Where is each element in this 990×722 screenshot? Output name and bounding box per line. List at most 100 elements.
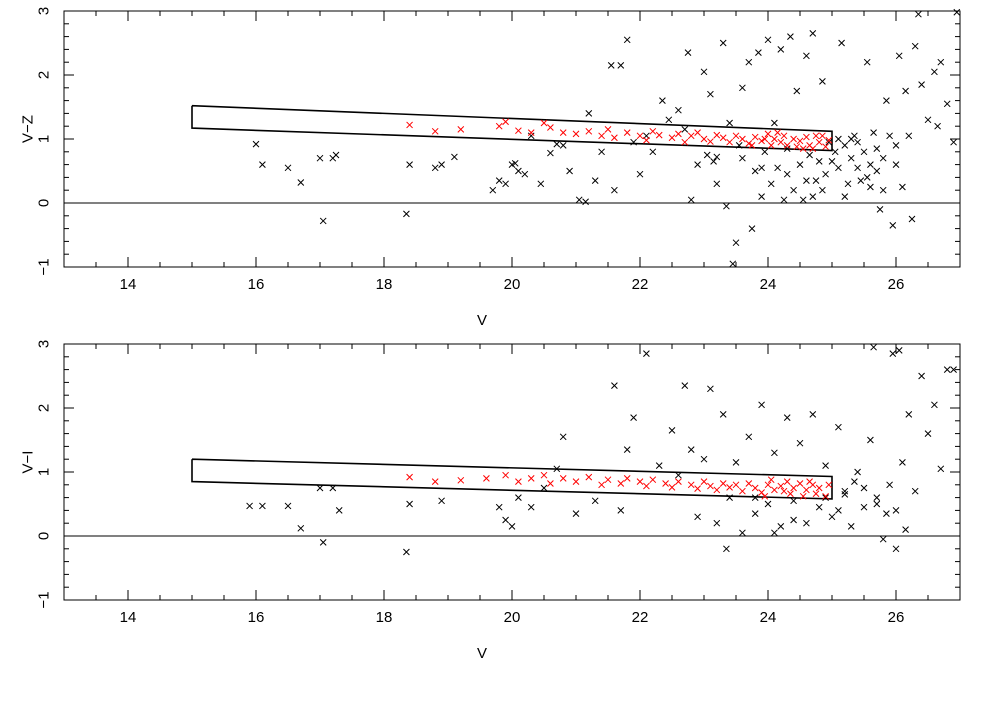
field-point (694, 161, 701, 168)
field-point (630, 138, 637, 146)
field-point (751, 167, 759, 175)
field-point (319, 539, 327, 546)
field-point (889, 350, 897, 357)
selected-point (572, 478, 580, 485)
selected-point (623, 129, 631, 136)
y-tick-marks: −1 0 1 2 3 (36, 340, 960, 609)
y-tick-label: 0 (36, 199, 53, 207)
selected-point (764, 481, 772, 489)
field-point (815, 158, 823, 165)
field-point (431, 164, 439, 172)
field-point (796, 439, 804, 447)
field-point (831, 148, 839, 156)
field-point (924, 116, 932, 124)
selected-point (515, 127, 522, 135)
field-point (732, 459, 740, 466)
field-point (870, 129, 877, 136)
selected-point (726, 138, 733, 146)
selected-point (431, 127, 439, 135)
field-point (700, 455, 708, 463)
field-point (915, 10, 922, 18)
selected-point (668, 134, 676, 142)
selected-point (540, 119, 548, 127)
field-point (835, 507, 842, 514)
field-point (316, 154, 324, 162)
selected-point (796, 137, 804, 145)
selected-point (761, 492, 769, 500)
field-point (316, 484, 324, 492)
field-point (902, 526, 909, 533)
field-point (630, 414, 637, 421)
field-point (895, 347, 903, 354)
field-point (451, 153, 458, 161)
selected-point (803, 133, 810, 141)
selected-point (527, 475, 535, 482)
selected-point (751, 484, 759, 492)
field-point (825, 138, 833, 146)
selected-point (547, 124, 554, 131)
field-point (908, 215, 916, 223)
x-tick-label: 22 (632, 609, 649, 626)
field-point (835, 164, 842, 172)
selected-point (611, 134, 618, 142)
field-point (681, 382, 689, 389)
x-tick-label: 26 (888, 609, 905, 626)
selected-point (767, 476, 775, 484)
field-point (745, 58, 753, 66)
field-point (822, 494, 829, 501)
field-point (732, 239, 740, 247)
selected-point (502, 118, 509, 126)
field-point (751, 510, 759, 517)
selected-point (604, 476, 612, 484)
selected-point (643, 136, 650, 144)
field-point (819, 78, 826, 85)
field-point (790, 497, 797, 505)
field-point (284, 164, 292, 172)
field-point (553, 140, 561, 148)
field-point (895, 52, 903, 60)
field-point (777, 46, 785, 53)
selected-point (777, 138, 785, 146)
x-axis-label: V (477, 645, 487, 662)
field-point (668, 427, 676, 434)
selected-point (739, 487, 746, 495)
field-point (847, 523, 855, 530)
selected-point (783, 478, 791, 485)
selected-point (457, 126, 465, 133)
field-point (828, 513, 836, 521)
selected-point (707, 138, 714, 145)
field-point (771, 529, 778, 537)
field-point (495, 503, 503, 511)
field-point (841, 487, 849, 495)
field-point (681, 126, 689, 133)
selected-point (748, 142, 756, 149)
selected-point (681, 138, 689, 146)
x-tick-label: 14 (120, 609, 137, 626)
field-point (771, 449, 778, 457)
selected-point (790, 484, 797, 492)
selected-point (745, 480, 753, 487)
field-point (943, 366, 951, 373)
field-point (777, 523, 785, 530)
field-point (726, 494, 733, 501)
selected-point (812, 490, 820, 498)
field-point (892, 545, 900, 553)
field-point (751, 494, 759, 501)
field-point (585, 110, 593, 117)
selected-point (483, 475, 490, 482)
selected-point (806, 478, 813, 485)
selected-point (655, 131, 663, 139)
field-point (521, 170, 529, 178)
field-point (889, 222, 897, 229)
field-point (406, 500, 413, 508)
x-tick-label: 24 (760, 276, 777, 293)
field-point (931, 401, 938, 409)
selected-point (457, 476, 465, 484)
field-point (537, 180, 545, 188)
selected-point (799, 145, 807, 152)
selected-point (675, 478, 682, 485)
field-point (803, 177, 810, 184)
field-point (860, 503, 868, 511)
field-point (873, 145, 881, 152)
selected-point (787, 490, 794, 498)
